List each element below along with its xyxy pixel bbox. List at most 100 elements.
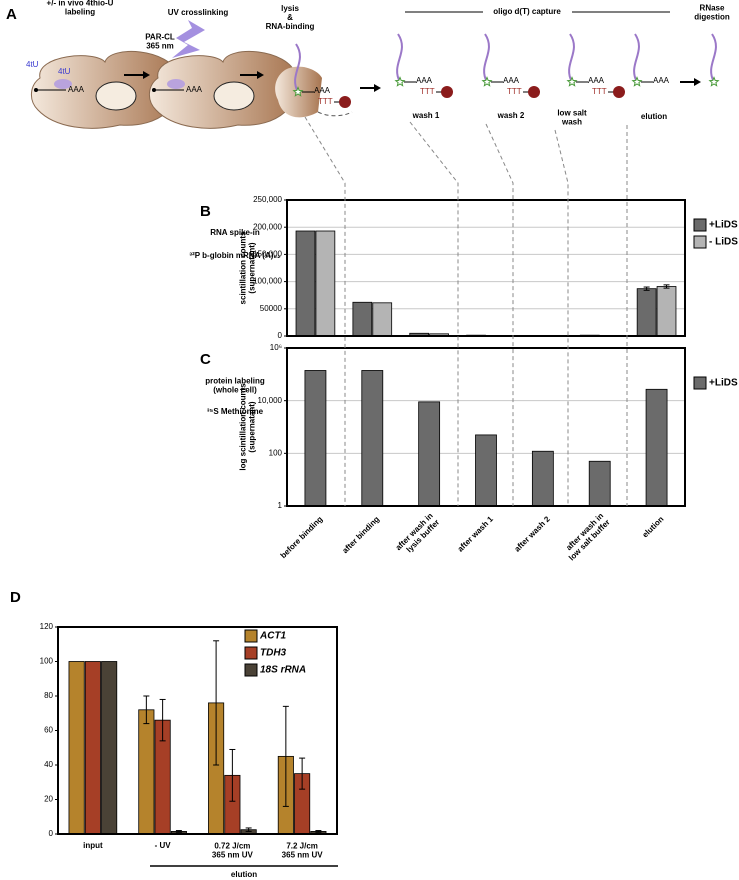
- error-bar: [663, 284, 670, 289]
- bar: [361, 370, 384, 507]
- bar: [295, 230, 316, 337]
- oligo-dt: TTT: [507, 87, 522, 96]
- rna: [396, 33, 403, 83]
- error-bar: [245, 827, 252, 832]
- legend-label: ACT1: [259, 631, 287, 642]
- crosslink-star: [394, 76, 406, 87]
- side-note: RNA spike-in: [210, 228, 260, 237]
- x-tick-label: - UV: [155, 841, 172, 850]
- bar: [84, 661, 101, 835]
- crosslink-star: [631, 76, 643, 87]
- step-label: +/- in vivo 4thio-U labeling: [47, 0, 114, 17]
- y-tick-label: 150,000: [253, 250, 282, 259]
- step-label: lysis & RNA-binding: [266, 4, 315, 31]
- legend-swatch: [693, 376, 707, 390]
- error-bar: [175, 830, 182, 833]
- y-tick-label: 100: [40, 657, 54, 666]
- panel-label: A: [6, 6, 17, 23]
- legend-label: +LiDS: [709, 220, 738, 231]
- x-tick-label: 0.72 J/cm 365 nm UV: [212, 842, 254, 860]
- connector: [409, 121, 459, 506]
- y-tick-label: 10⁶: [270, 343, 282, 352]
- arrow-head: [257, 71, 264, 79]
- x-tick-label: after binding: [341, 514, 382, 555]
- error-bar: [159, 698, 166, 742]
- bar: [645, 388, 668, 507]
- arrow-head: [694, 78, 701, 86]
- cap: [34, 88, 38, 92]
- plot-frame: [286, 347, 686, 507]
- side-note: protein labeling (whole cell): [205, 377, 265, 395]
- y-tick-label: 80: [44, 691, 53, 700]
- nucleoside: 4tU: [26, 60, 39, 69]
- connector: [485, 123, 514, 506]
- lysate-edge: [317, 111, 353, 117]
- x-tick-label: elution: [641, 514, 666, 539]
- y-tick-label: 10,000: [258, 396, 283, 405]
- x-tick-label: input: [83, 841, 103, 850]
- legend-swatch: [693, 235, 707, 249]
- x-tick-label: after wash 2: [513, 514, 552, 553]
- wash-label: elution: [641, 112, 667, 121]
- legend-swatch: [693, 218, 707, 232]
- protein: [167, 79, 185, 89]
- bar: [588, 460, 611, 507]
- y-tick-label: 0: [49, 829, 54, 838]
- rna: [294, 43, 301, 93]
- rna: [568, 33, 575, 83]
- error-bar: [143, 695, 150, 725]
- y-axis-label: scintillation counts(supernatant): [239, 231, 257, 304]
- arrow-head: [143, 71, 150, 79]
- error-bar: [315, 830, 322, 833]
- cap: [152, 88, 156, 92]
- poly-a: AAA: [314, 86, 331, 95]
- legend-swatch: [244, 646, 258, 660]
- poly-a: AAA: [588, 76, 605, 85]
- bar: [101, 661, 118, 835]
- y-axis-label: log scintillation counts(supernatant): [239, 383, 257, 471]
- x-axis-label: elution: [231, 870, 257, 879]
- step-label: RNase digestion: [694, 4, 730, 22]
- error-bar: [643, 286, 650, 291]
- rna: [710, 33, 717, 83]
- rna: [483, 33, 490, 83]
- oligo-dt: TTT: [592, 87, 607, 96]
- nucleoside: 4tU: [58, 67, 71, 76]
- y-tick-label: 1: [278, 501, 283, 510]
- plot-frame: [286, 199, 686, 337]
- protein: [54, 79, 72, 89]
- plot-frame: [57, 626, 338, 835]
- x-tick-label: 7.2 J/cm 365 nm UV: [282, 842, 324, 860]
- crosslink-star: [708, 76, 720, 87]
- step-label: UV crosslinking: [168, 8, 229, 17]
- legend-label: 18S rRNA: [260, 665, 306, 676]
- rna: [633, 33, 640, 83]
- y-tick-label: 250,000: [253, 195, 282, 204]
- bead: [613, 86, 625, 98]
- bar: [352, 301, 373, 337]
- legend-swatch: [244, 629, 258, 643]
- bar: [68, 661, 85, 835]
- poly-a: AAA: [186, 85, 203, 94]
- x-tick-label: after wash inlysis buffer: [394, 511, 442, 559]
- error-bar: [299, 757, 306, 790]
- crosslink-star: [292, 86, 304, 97]
- nucleus: [213, 81, 255, 111]
- crosslink-label: PAR-CL 365 nm: [145, 33, 175, 51]
- bar: [418, 401, 441, 507]
- y-tick-label: 60: [44, 726, 53, 735]
- crosslink-star: [566, 76, 578, 87]
- wash-label: wash 1: [412, 111, 440, 120]
- bar: [304, 370, 327, 507]
- bar: [315, 230, 336, 337]
- poly-a: AAA: [653, 76, 670, 85]
- poly-a: AAA: [68, 85, 85, 94]
- panel-label: C: [200, 351, 211, 368]
- legend-label: - LiDS: [709, 237, 738, 248]
- nucleus: [95, 81, 137, 111]
- y-tick-label: 200,000: [253, 222, 282, 231]
- y-tick-label: 100: [269, 448, 283, 457]
- y-tick-label: 50000: [260, 304, 283, 313]
- bead: [339, 96, 351, 108]
